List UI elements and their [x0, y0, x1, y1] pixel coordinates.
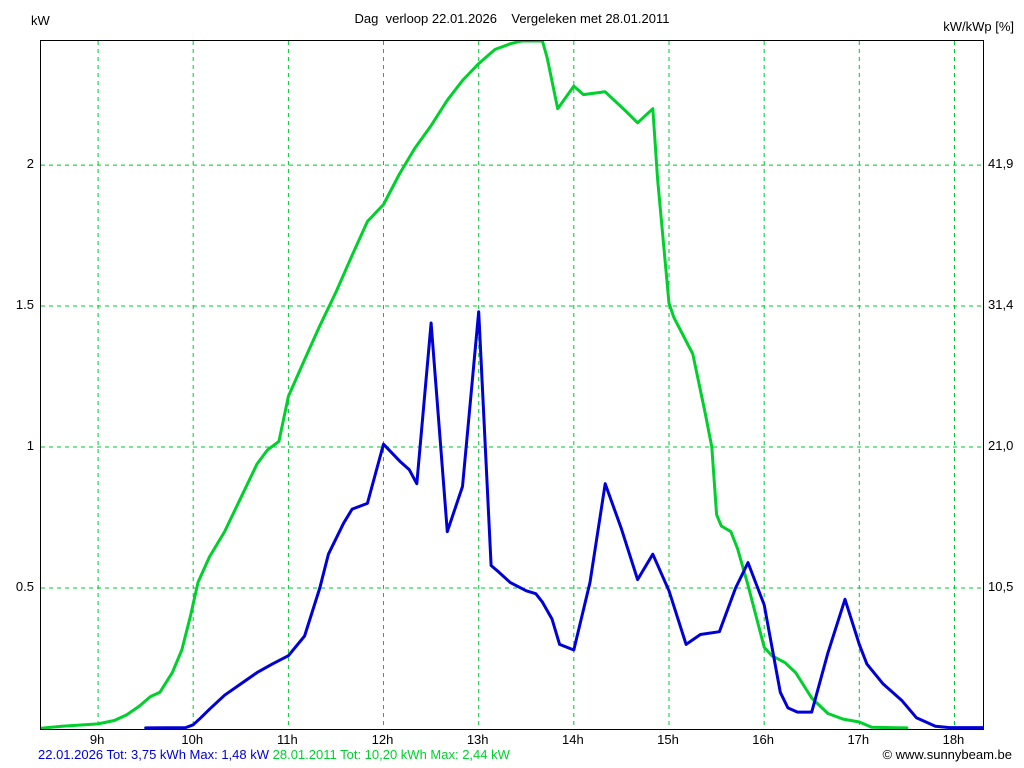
series-line-22.01.2026 [144, 310, 983, 729]
x-axis-tick: 16h [752, 732, 774, 747]
x-axis-tick: 12h [371, 732, 394, 747]
x-axis-tick: 13h [466, 732, 489, 747]
left-axis-unit: kW [31, 13, 50, 28]
y-axis-tick-left: 0.5 [15, 579, 34, 595]
y-axis-tick-right: 41,9 [988, 156, 1014, 172]
y-axis-tick-left: 2 [26, 156, 34, 172]
series-line-28.01.2011 [41, 41, 909, 729]
chart-title: Dag verloop 22.01.2026 Vergeleken met 28… [354, 11, 670, 26]
legend-series1: 22.01.2026 Tot: 3,75 kWh Max: 1,48 kW [38, 747, 269, 762]
x-axis-tick: 9h [89, 732, 105, 747]
x-axis-tick: 10h [181, 732, 204, 747]
legend-series2: 28.01.2011 Tot: 10,20 kWh Max: 2,44 kW [272, 747, 510, 762]
y-axis-tick-left: 1 [26, 438, 34, 454]
x-axis-tick: 14h [561, 732, 584, 747]
y-axis-tick-right: 10,5 [988, 579, 1014, 595]
copyright: © www.sunnybeam.be [882, 747, 1012, 762]
x-axis-tick: 17h [847, 732, 870, 747]
chart-svg [41, 41, 983, 729]
legend: 22.01.2026 Tot: 3,75 kWh Max: 1,48 kW 28… [38, 747, 510, 762]
x-axis-tick: 15h [657, 732, 679, 747]
x-axis-tick: 18h [942, 732, 965, 747]
y-axis-tick-right: 31,4 [988, 297, 1014, 313]
y-axis-tick-left: 1.5 [15, 297, 34, 313]
plot-area [40, 40, 984, 730]
x-axis-tick: 11h [277, 732, 298, 747]
y-axis-tick-right: 21,0 [988, 438, 1014, 454]
right-axis-unit: kW/kWp [%] [943, 19, 1014, 34]
